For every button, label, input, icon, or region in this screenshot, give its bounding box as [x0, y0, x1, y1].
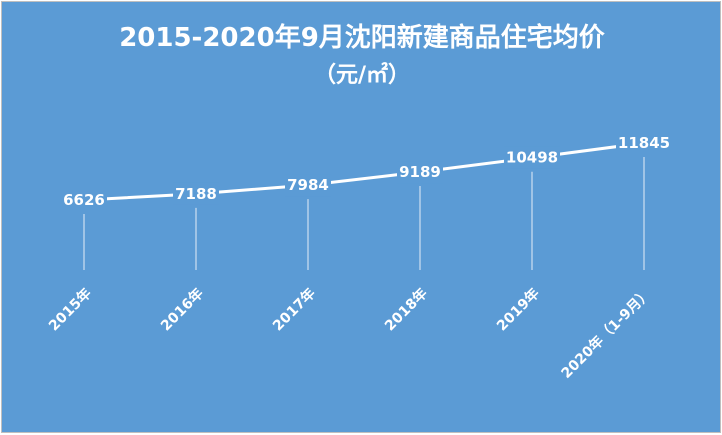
x-tick-label: 2016年 [157, 285, 206, 334]
data-label-background [61, 189, 107, 211]
x-tick-label: 2017年 [269, 285, 318, 334]
data-label-background [616, 132, 672, 154]
data-label: 9189 [399, 163, 441, 181]
data-label: 10498 [506, 149, 558, 167]
chart-subtitle: （元/㎡） [314, 62, 410, 88]
data-label: 6626 [63, 191, 105, 209]
data-label: 7984 [287, 176, 329, 194]
data-label-background [285, 174, 331, 197]
chart-title: 2015-2020年9月沈阳新建商品住宅均价 [119, 22, 606, 53]
drop-lines [83, 157, 645, 270]
data-label-background [397, 161, 443, 184]
data-label: 11845 [618, 134, 670, 152]
x-tick-label: 2019年 [493, 285, 542, 334]
data-labels: 6626 7188 7984 9189 10498 11845 [61, 132, 672, 211]
x-tick-label: 2015年 [45, 285, 94, 334]
x-tick-label: 2018年 [381, 285, 430, 334]
data-label-background [173, 182, 219, 205]
x-tick-label: 2020年（1-9月） [558, 285, 655, 382]
x-axis-tick-labels: 2015年 2016年 2017年 2018年 2019年 2020年（1-9月） [45, 285, 654, 382]
data-label: 7188 [175, 185, 217, 203]
data-label-background [504, 146, 560, 169]
